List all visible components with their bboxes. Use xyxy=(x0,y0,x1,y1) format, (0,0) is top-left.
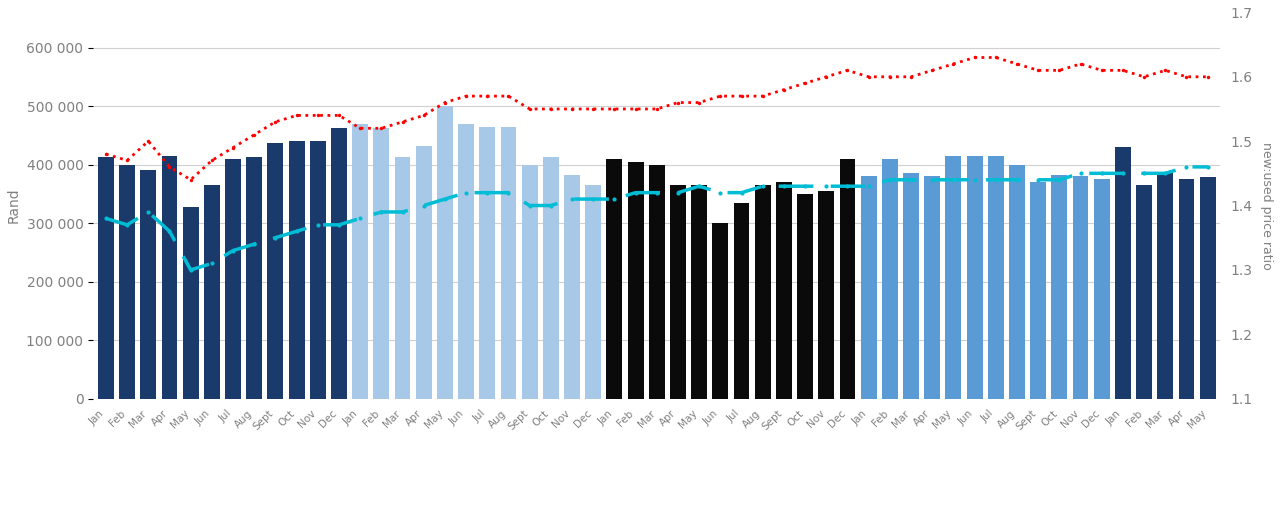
Bar xyxy=(1179,179,1194,399)
Bar xyxy=(755,185,771,399)
Bar xyxy=(204,185,220,399)
Bar xyxy=(607,159,622,399)
Bar xyxy=(268,144,283,399)
Bar xyxy=(141,170,156,399)
Bar xyxy=(1115,147,1130,399)
Bar xyxy=(522,165,538,399)
Y-axis label: new:used price ratio: new:used price ratio xyxy=(1260,142,1274,269)
Bar xyxy=(713,223,728,399)
Bar xyxy=(374,128,389,399)
Bar xyxy=(289,141,305,399)
Bar xyxy=(352,124,369,399)
Bar xyxy=(416,146,431,399)
Bar xyxy=(479,127,495,399)
Bar xyxy=(543,157,559,399)
Bar xyxy=(776,182,792,399)
Bar xyxy=(988,156,1004,399)
Bar xyxy=(1094,179,1110,399)
Bar xyxy=(436,106,453,399)
Bar xyxy=(1051,174,1068,399)
Bar xyxy=(225,159,241,399)
Bar xyxy=(946,156,961,399)
Bar xyxy=(1157,173,1174,399)
Bar xyxy=(246,157,262,399)
Bar xyxy=(585,185,602,399)
Bar xyxy=(669,185,686,399)
Bar xyxy=(797,194,813,399)
Bar xyxy=(840,159,855,399)
Bar xyxy=(119,165,136,399)
Bar xyxy=(733,202,750,399)
Bar xyxy=(99,157,114,399)
Bar xyxy=(882,159,897,399)
Bar xyxy=(924,176,941,399)
Bar xyxy=(860,176,877,399)
Bar xyxy=(1009,165,1025,399)
Bar xyxy=(332,128,347,399)
Bar xyxy=(1030,182,1046,399)
Bar xyxy=(627,161,644,399)
Bar xyxy=(564,174,580,399)
Bar xyxy=(183,206,198,399)
Bar xyxy=(458,124,474,399)
Y-axis label: Rand: Rand xyxy=(6,188,20,223)
Bar xyxy=(1199,177,1216,399)
Bar xyxy=(1073,176,1088,399)
Bar xyxy=(904,173,919,399)
Bar xyxy=(1137,185,1152,399)
Bar xyxy=(649,165,664,399)
Bar xyxy=(394,157,411,399)
Bar xyxy=(966,156,983,399)
Bar xyxy=(500,127,516,399)
Bar xyxy=(818,191,835,399)
Bar xyxy=(161,156,178,399)
Bar xyxy=(310,141,325,399)
Bar xyxy=(691,185,707,399)
